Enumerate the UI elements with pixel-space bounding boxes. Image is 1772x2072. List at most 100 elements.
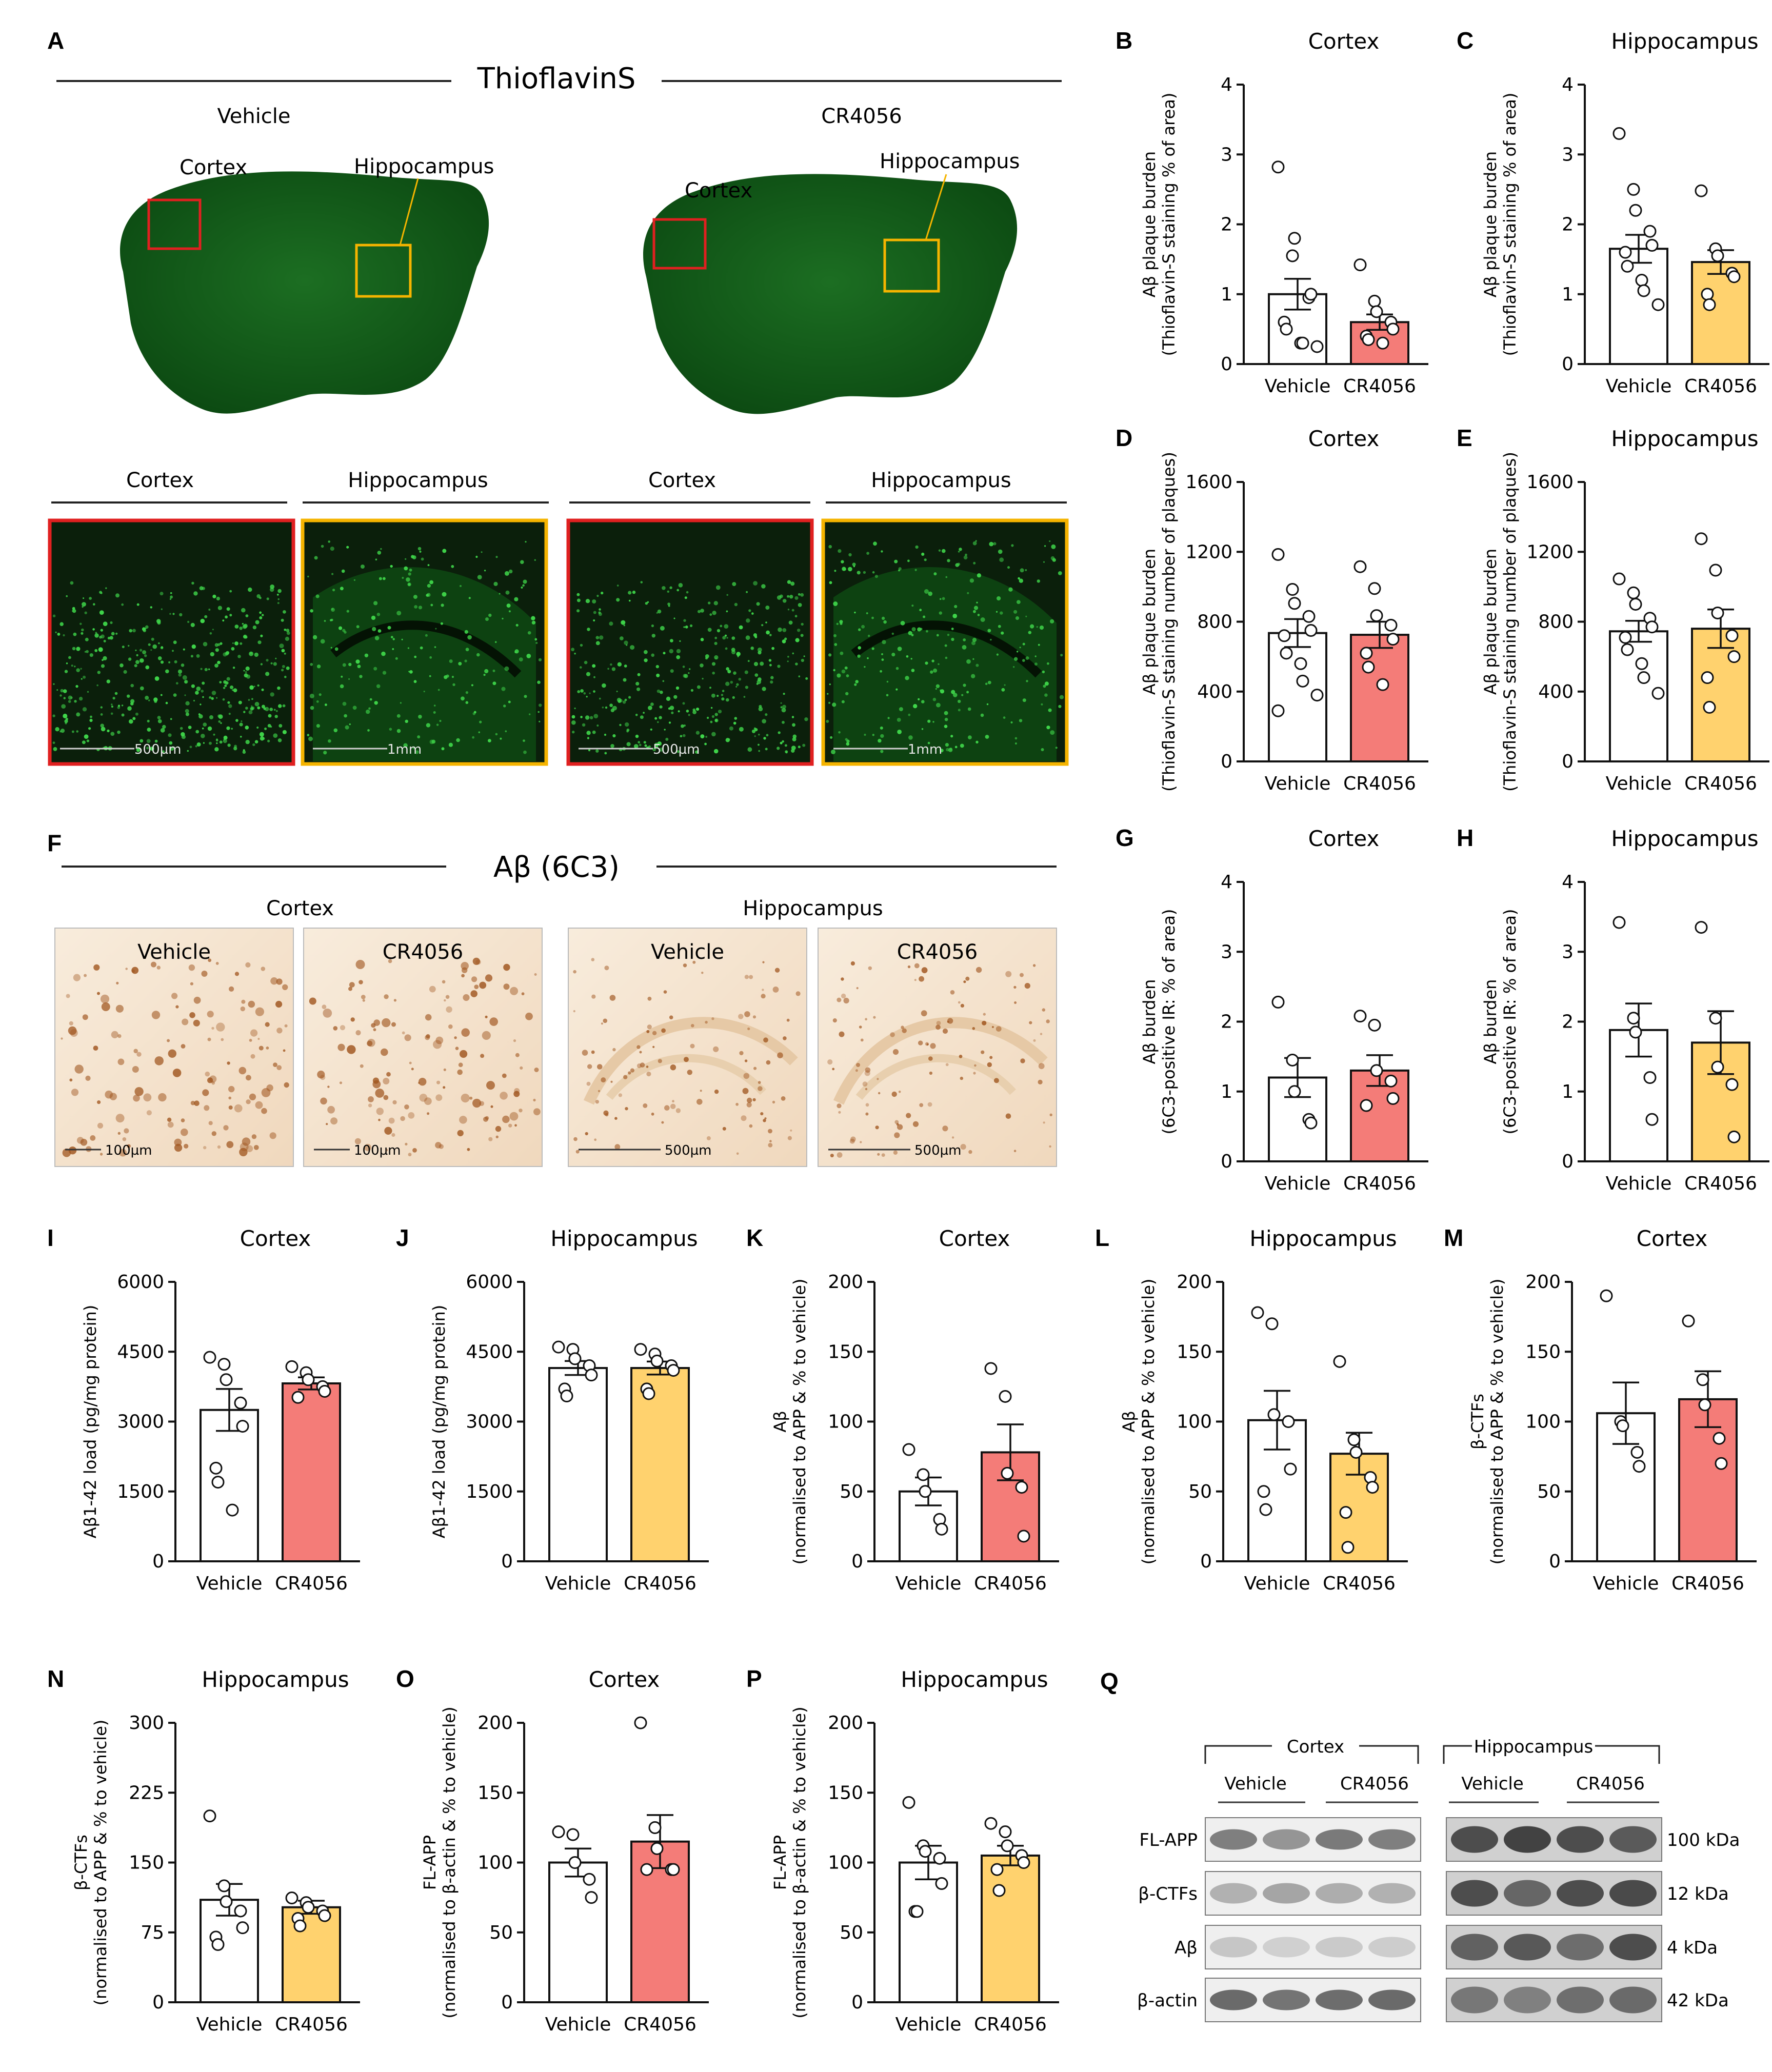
plaque-deposit	[766, 1060, 771, 1065]
plaque-dot	[996, 653, 999, 656]
plaque-dot	[587, 628, 590, 631]
plaque-dot	[135, 660, 140, 665]
plaque-deposit	[158, 1093, 167, 1102]
plaque-deposit	[228, 1085, 235, 1093]
plaque-dot	[945, 656, 948, 659]
plaque-dot	[739, 727, 744, 732]
plaque-dot	[1051, 544, 1056, 549]
plaque-deposit	[890, 1032, 895, 1037]
plaque-dot	[472, 736, 474, 739]
plaque-dot	[863, 571, 866, 574]
plaque-dot	[683, 626, 685, 628]
plaque-dot	[792, 723, 795, 727]
plaque-deposit	[133, 1094, 140, 1102]
plaque-dot	[688, 714, 690, 716]
plaque-dot	[237, 655, 241, 658]
plaque-deposit	[643, 1103, 648, 1108]
plaque-dot	[85, 637, 89, 641]
plaque-deposit	[877, 1078, 879, 1080]
plaque-dot	[676, 649, 681, 654]
plaque-deposit	[711, 1017, 714, 1020]
hippocampal-layer	[833, 1017, 1048, 1105]
plaque-deposit	[714, 1089, 719, 1094]
plaque-deposit	[503, 963, 510, 971]
plaque-deposit	[935, 1024, 941, 1030]
plaque-dot	[373, 601, 378, 606]
plaque-dot	[160, 728, 165, 733]
plaque-dot	[103, 656, 107, 660]
plaque-deposit	[958, 1001, 961, 1004]
plaque-dot	[439, 720, 442, 722]
y-tick-label: 800	[1538, 612, 1574, 633]
plaque-dot	[111, 706, 113, 708]
plaque-deposit	[181, 1118, 185, 1122]
plaque-dot	[975, 540, 977, 542]
x-tick-label: CR4056	[974, 1573, 1047, 1594]
plaque-dot	[61, 704, 66, 709]
plaque-dot	[285, 636, 290, 641]
plaque-dot	[601, 591, 604, 595]
blot-band	[1609, 1934, 1657, 1961]
data-point	[1296, 336, 1309, 350]
plaque-dot	[539, 720, 541, 722]
x-tick-label: CR4056	[624, 2014, 696, 2035]
data-point	[1386, 1092, 1400, 1105]
plaque-deposit	[90, 1135, 96, 1141]
plaque-dot	[254, 652, 258, 657]
plaque-dot	[483, 674, 486, 676]
plaque-dot	[180, 727, 183, 730]
plaque-dot	[709, 613, 712, 616]
data-point	[902, 1796, 915, 1809]
plaque-dot	[369, 698, 372, 701]
chart-title: Cortex	[1308, 29, 1380, 54]
plaque-deposit	[82, 1014, 88, 1020]
data-point	[552, 1340, 565, 1354]
data-point	[1017, 1856, 1030, 1869]
plaque-deposit	[460, 1050, 468, 1058]
plaque-deposit	[383, 1078, 390, 1084]
plaque-dot	[380, 548, 382, 550]
plaque-dot	[190, 622, 195, 627]
plaque-dot	[341, 569, 345, 573]
plaque-dot	[1028, 631, 1032, 634]
plaque-deposit	[859, 1025, 862, 1029]
q-hippocampus-label: Hippocampus	[1474, 1737, 1593, 1757]
plaque-deposit	[404, 1104, 409, 1110]
plaque-dot	[1017, 600, 1021, 604]
plaque-deposit	[209, 1075, 217, 1083]
plaque-deposit	[603, 1110, 609, 1116]
plaque-dot	[147, 728, 151, 732]
blot-size-label: 12 kDa	[1667, 1884, 1729, 1904]
plaque-deposit	[618, 1093, 623, 1097]
data-point	[1701, 288, 1714, 301]
plaque-dot	[523, 739, 525, 742]
plaque-dot	[364, 653, 369, 658]
x-tick-label: Vehicle	[1606, 376, 1672, 397]
plaque-dot	[82, 602, 86, 607]
plaque-dot	[778, 627, 782, 632]
plaque-dot	[246, 674, 251, 679]
y-tick-label: 150	[129, 1853, 164, 1874]
plaque-dot	[659, 705, 663, 709]
plaque-dot	[214, 663, 218, 668]
plaque-dot	[1026, 680, 1028, 682]
x-tick-label: CR4056	[1684, 1173, 1757, 1194]
plaque-deposit	[705, 1020, 708, 1024]
plaque-dot	[973, 606, 979, 610]
plaque-dot	[123, 670, 127, 674]
plaque-dot	[239, 722, 243, 727]
plaque-dot	[460, 585, 462, 587]
plaque-dot	[769, 663, 772, 667]
plaque-dot	[927, 741, 930, 745]
plaque-deposit	[975, 967, 982, 973]
plaque-dot	[342, 701, 347, 706]
plaque-dot	[1050, 619, 1054, 623]
plaque-dot	[716, 629, 721, 633]
plaque-dot	[177, 669, 183, 674]
plaque-deposit	[368, 1103, 372, 1108]
plaque-deposit	[837, 1103, 842, 1109]
plaque-dot	[209, 741, 212, 745]
plaque-dot	[841, 700, 845, 703]
plaque-dot	[136, 603, 140, 606]
plaque-deposit	[443, 1086, 446, 1089]
